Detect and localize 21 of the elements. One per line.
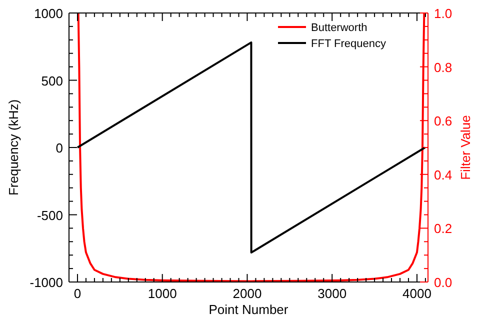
x-tick-label: 1000 [148, 286, 177, 301]
y-axis-title: Frequency (kHz) [6, 99, 21, 196]
y2-tick-label: 0.2 [434, 221, 452, 236]
x-tick-label: 0 [74, 286, 82, 301]
y-tick-label: -500 [36, 208, 63, 223]
y2-tick-label: 0.6 [434, 114, 452, 129]
x-tick-label: 3000 [318, 286, 347, 301]
y-tick-label: 500 [41, 73, 63, 88]
y2-axis-title: Filter Value [458, 115, 473, 180]
legend-label: Butterworth [311, 22, 368, 34]
y-tick-label: 0 [56, 140, 63, 156]
y-tick-label: -1000 [30, 275, 63, 290]
legend-label: FFT Frequency [311, 38, 386, 50]
y2-tick-label: 0.0 [434, 275, 452, 290]
x-axis-title: Point Number [208, 302, 289, 317]
x-tick-label: 2000 [232, 286, 262, 301]
y2-tick-label: 1.0 [434, 6, 452, 21]
x-tick-label: 4000 [402, 286, 432, 301]
y2-tick-label: 0.8 [434, 60, 452, 75]
y-tick-label: 1000 [34, 6, 63, 21]
y2-tick-label: 0.4 [434, 167, 452, 182]
